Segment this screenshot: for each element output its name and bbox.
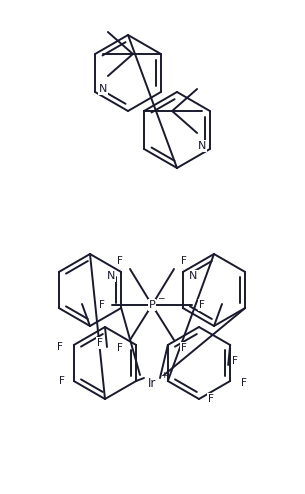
Text: F: F [97, 338, 103, 348]
Text: F: F [117, 343, 123, 353]
Text: F: F [208, 394, 214, 404]
Text: +: + [160, 370, 168, 379]
Text: F: F [99, 300, 105, 310]
Text: F: F [57, 342, 63, 352]
Text: P: P [149, 300, 155, 310]
Text: −: − [157, 293, 165, 302]
Text: N: N [99, 84, 107, 94]
Text: N: N [188, 271, 197, 281]
Text: F: F [241, 378, 247, 388]
Text: F: F [59, 376, 65, 386]
Text: N: N [198, 141, 206, 151]
Text: N: N [107, 271, 115, 281]
Text: F: F [181, 343, 187, 353]
Text: F: F [199, 300, 205, 310]
Text: Ir: Ir [148, 376, 156, 389]
Text: F: F [181, 256, 187, 266]
Text: F: F [232, 356, 238, 366]
Text: F: F [117, 256, 123, 266]
